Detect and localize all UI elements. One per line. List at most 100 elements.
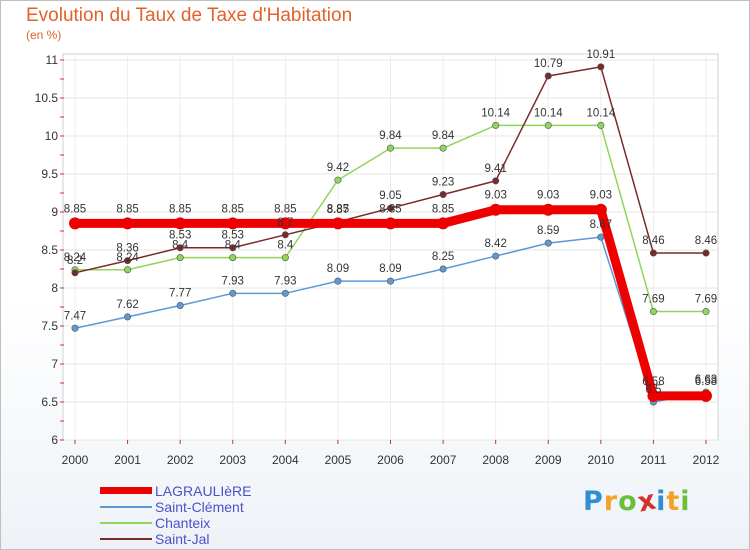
data-point — [492, 177, 500, 185]
data-point — [649, 249, 657, 257]
series-lines — [69, 63, 712, 406]
data-point — [702, 249, 710, 257]
data-point — [71, 324, 79, 332]
data-label: 8.4 — [225, 240, 242, 252]
data-label: 8.53 — [169, 230, 191, 242]
y-tick-label: 11 — [46, 53, 59, 67]
data-point — [176, 244, 184, 252]
data-label: 6.5 — [645, 384, 661, 396]
data-point — [279, 217, 292, 230]
data-point — [439, 144, 447, 152]
data-point — [124, 266, 132, 274]
data-label: 8.85 — [116, 203, 138, 215]
data-point — [386, 144, 394, 152]
data-point — [492, 121, 500, 129]
data-label: 7.93 — [222, 275, 244, 287]
data-label: 8.67 — [590, 219, 612, 231]
x-tick-label: 2000 — [62, 453, 89, 467]
data-point — [384, 217, 397, 230]
legend-swatch-saint-jal — [100, 538, 152, 540]
logo-letter: o — [618, 486, 638, 517]
data-label: 8.87 — [327, 204, 349, 216]
chart-subtitle: (en %) — [26, 28, 62, 42]
chart-title: Evolution du Taux de Taxe d'Habitation — [26, 5, 353, 26]
data-label: 9.41 — [484, 163, 506, 175]
data-point — [439, 191, 447, 199]
x-tick-label: 2011 — [641, 453, 667, 467]
data-label: 9.84 — [379, 130, 402, 142]
y-tick-label: 9 — [51, 205, 58, 219]
data-point — [439, 265, 447, 273]
data-point — [597, 233, 605, 241]
data-point — [124, 257, 132, 265]
data-point — [281, 231, 289, 239]
data-label: 9.05 — [379, 190, 401, 202]
x-tick-label: 2010 — [587, 453, 614, 467]
data-label: 8.2 — [67, 255, 83, 267]
data-point — [542, 203, 555, 216]
data-label: 6.63 — [695, 374, 717, 386]
y-tick-label: 6.5 — [41, 395, 58, 409]
data-point — [331, 217, 344, 230]
x-tick-label: 2004 — [272, 453, 299, 467]
data-point — [597, 121, 605, 129]
data-point — [594, 203, 607, 216]
legend-swatch-lagrauliere — [100, 487, 152, 494]
data-label: 8.46 — [695, 235, 717, 247]
data-label: 9.23 — [432, 177, 454, 189]
grid — [62, 53, 719, 441]
y-tick-label: 7 — [51, 357, 58, 371]
data-point — [386, 204, 394, 212]
data-label: 8.59 — [537, 225, 559, 237]
legend-label-lagrauliere: LAGRAULIèRE — [155, 483, 252, 499]
data-label: 8.09 — [379, 263, 401, 275]
data-point — [700, 389, 712, 402]
legend-label-saint-jal: Saint-Jal — [155, 531, 210, 547]
data-label: 7.47 — [64, 310, 86, 322]
data-point — [121, 217, 134, 230]
data-point — [489, 203, 502, 216]
logo-letter: i — [656, 486, 667, 517]
data-label: 7.93 — [274, 275, 296, 287]
logo-letter: t — [666, 486, 681, 517]
data-label: 8.85 — [64, 203, 86, 215]
data-labels: 7.47 7.62 7.77 7.93 7.93 8.09 8.09 8.25 8.42 8.59… — [64, 49, 717, 396]
data-point — [226, 217, 239, 230]
legend-label-saint-clement: Saint-Clément — [155, 499, 244, 515]
logo-letter: P — [583, 486, 604, 517]
data-label: 8.25 — [432, 251, 454, 263]
y-tick-label: 9.5 — [41, 167, 58, 181]
y-tick-label: 8.5 — [41, 243, 58, 257]
data-point — [649, 308, 657, 316]
data-label: 7.69 — [642, 294, 664, 306]
data-point — [386, 277, 394, 285]
data-label: 8.85 — [274, 203, 296, 215]
data-point — [544, 72, 552, 80]
data-point — [544, 121, 552, 129]
data-point — [647, 389, 660, 402]
data-point — [176, 301, 184, 309]
x-tick-label: 2007 — [430, 453, 457, 467]
proxiti-logo: Proxiti — [583, 484, 691, 518]
data-label: 8.85 — [379, 203, 401, 215]
data-label: 10.14 — [534, 107, 563, 119]
data-point — [176, 254, 184, 262]
logo-letter: r — [603, 486, 619, 517]
legend-label-chanteix: Chanteix — [155, 515, 211, 531]
data-label: 6.58 — [642, 376, 664, 388]
data-point — [437, 217, 450, 230]
data-label: 6.58 — [695, 376, 717, 388]
data-label: 9.03 — [537, 190, 559, 202]
data-label: 9.42 — [327, 162, 349, 174]
data-label: 8.53 — [222, 230, 244, 242]
legend-swatch-chanteix — [100, 522, 152, 524]
data-label: 10.14 — [586, 107, 615, 119]
data-label: 9.84 — [432, 130, 455, 142]
data-label: 8.4 — [172, 240, 189, 252]
data-point — [492, 252, 500, 260]
data-label: 8.24 — [64, 252, 87, 264]
data-label: 8.85 — [222, 203, 244, 215]
x-tick-label: 2012 — [693, 453, 720, 467]
